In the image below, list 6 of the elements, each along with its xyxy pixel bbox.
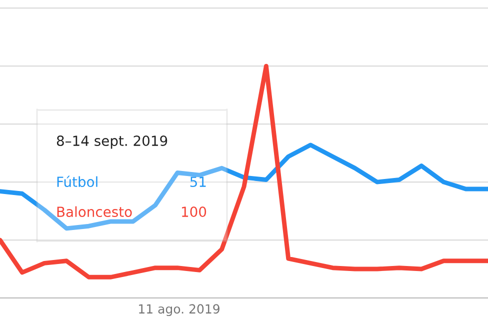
text: 11 ago. 2019 — [139, 304, 220, 316]
series-label: Fútbol — [57, 176, 98, 188]
annotation: 8–14 sept. 2019 — [56, 136, 168, 149]
annotation: 100 — [182, 206, 206, 218]
annotation: 51 — [190, 176, 206, 188]
text: Baloncesto — [57, 206, 132, 218]
